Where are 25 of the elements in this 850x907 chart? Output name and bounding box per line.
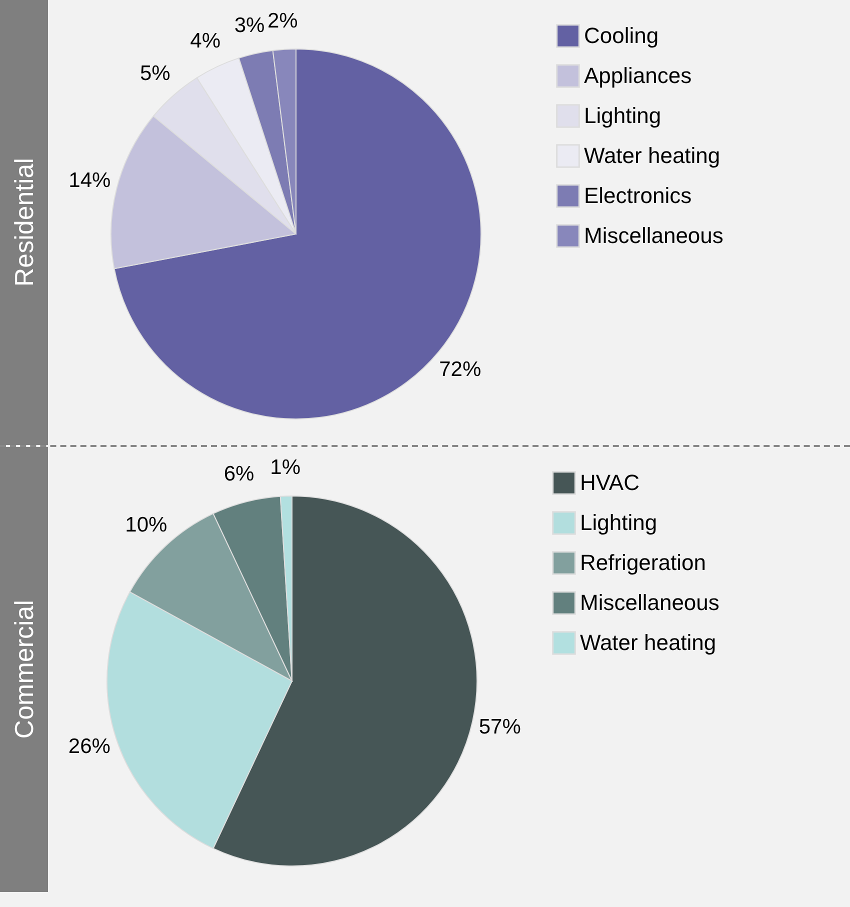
data-label: 57% bbox=[478, 715, 521, 738]
legend-label: Lighting bbox=[584, 103, 662, 128]
legend-label: HVAC bbox=[580, 470, 640, 495]
text: Commercial bbox=[8, 600, 40, 739]
legend-label: Water heating bbox=[584, 143, 720, 168]
legend-label: Electronics bbox=[584, 183, 692, 208]
legend-label: Appliances bbox=[584, 63, 692, 88]
legend-label: Miscellaneous bbox=[584, 223, 724, 248]
data-label: 10% bbox=[125, 514, 168, 537]
data-label: 1% bbox=[270, 456, 300, 480]
legend-label: Miscellaneous bbox=[580, 590, 720, 615]
text: Residential bbox=[8, 158, 40, 287]
data-label: 4% bbox=[190, 29, 220, 52]
data-label: 6% bbox=[224, 462, 254, 486]
data-label: 2% bbox=[267, 9, 298, 32]
data-label: 26% bbox=[68, 734, 110, 758]
data-label: 72% bbox=[439, 358, 482, 381]
legend-label: Lighting bbox=[580, 510, 658, 535]
data-label: 5% bbox=[140, 62, 170, 86]
data-label: 14% bbox=[68, 169, 111, 192]
data-label: 3% bbox=[234, 14, 265, 38]
legend-label: Water heating bbox=[580, 630, 716, 655]
pie-slice bbox=[114, 48, 482, 420]
legend-label: Cooling bbox=[584, 23, 659, 48]
legend-label: Refrigeration bbox=[580, 550, 706, 575]
